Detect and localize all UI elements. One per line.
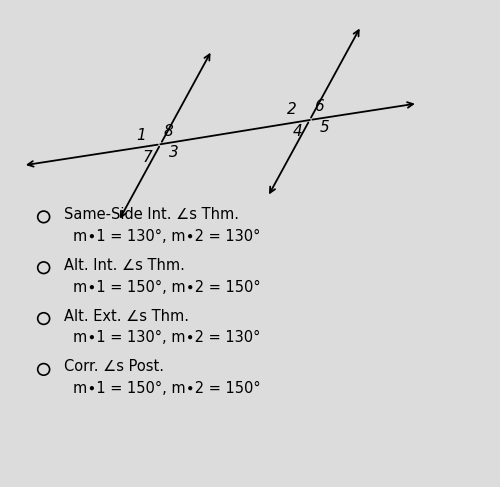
Text: 2: 2: [287, 102, 296, 117]
Text: 1: 1: [136, 128, 146, 143]
Text: 8: 8: [163, 124, 173, 139]
Text: m∙1 = 130°, m∙2 = 130°: m∙1 = 130°, m∙2 = 130°: [74, 229, 261, 244]
Text: m∙1 = 150°, m∙2 = 150°: m∙1 = 150°, m∙2 = 150°: [74, 381, 261, 396]
Text: 4: 4: [293, 124, 302, 139]
Text: 5: 5: [320, 120, 330, 135]
Text: Alt. Ext. ∠s Thm.: Alt. Ext. ∠s Thm.: [64, 309, 188, 324]
Text: m∙1 = 150°, m∙2 = 150°: m∙1 = 150°, m∙2 = 150°: [74, 280, 261, 295]
Text: 3: 3: [169, 146, 179, 160]
Text: Alt. Int. ∠s Thm.: Alt. Int. ∠s Thm.: [64, 258, 184, 273]
Text: m∙1 = 130°, m∙2 = 130°: m∙1 = 130°, m∙2 = 130°: [74, 330, 261, 345]
Text: Corr. ∠s Post.: Corr. ∠s Post.: [64, 359, 164, 375]
Text: 6: 6: [314, 99, 324, 114]
Text: 7: 7: [142, 150, 152, 165]
Text: Same-Side Int. ∠s Thm.: Same-Side Int. ∠s Thm.: [64, 207, 238, 222]
